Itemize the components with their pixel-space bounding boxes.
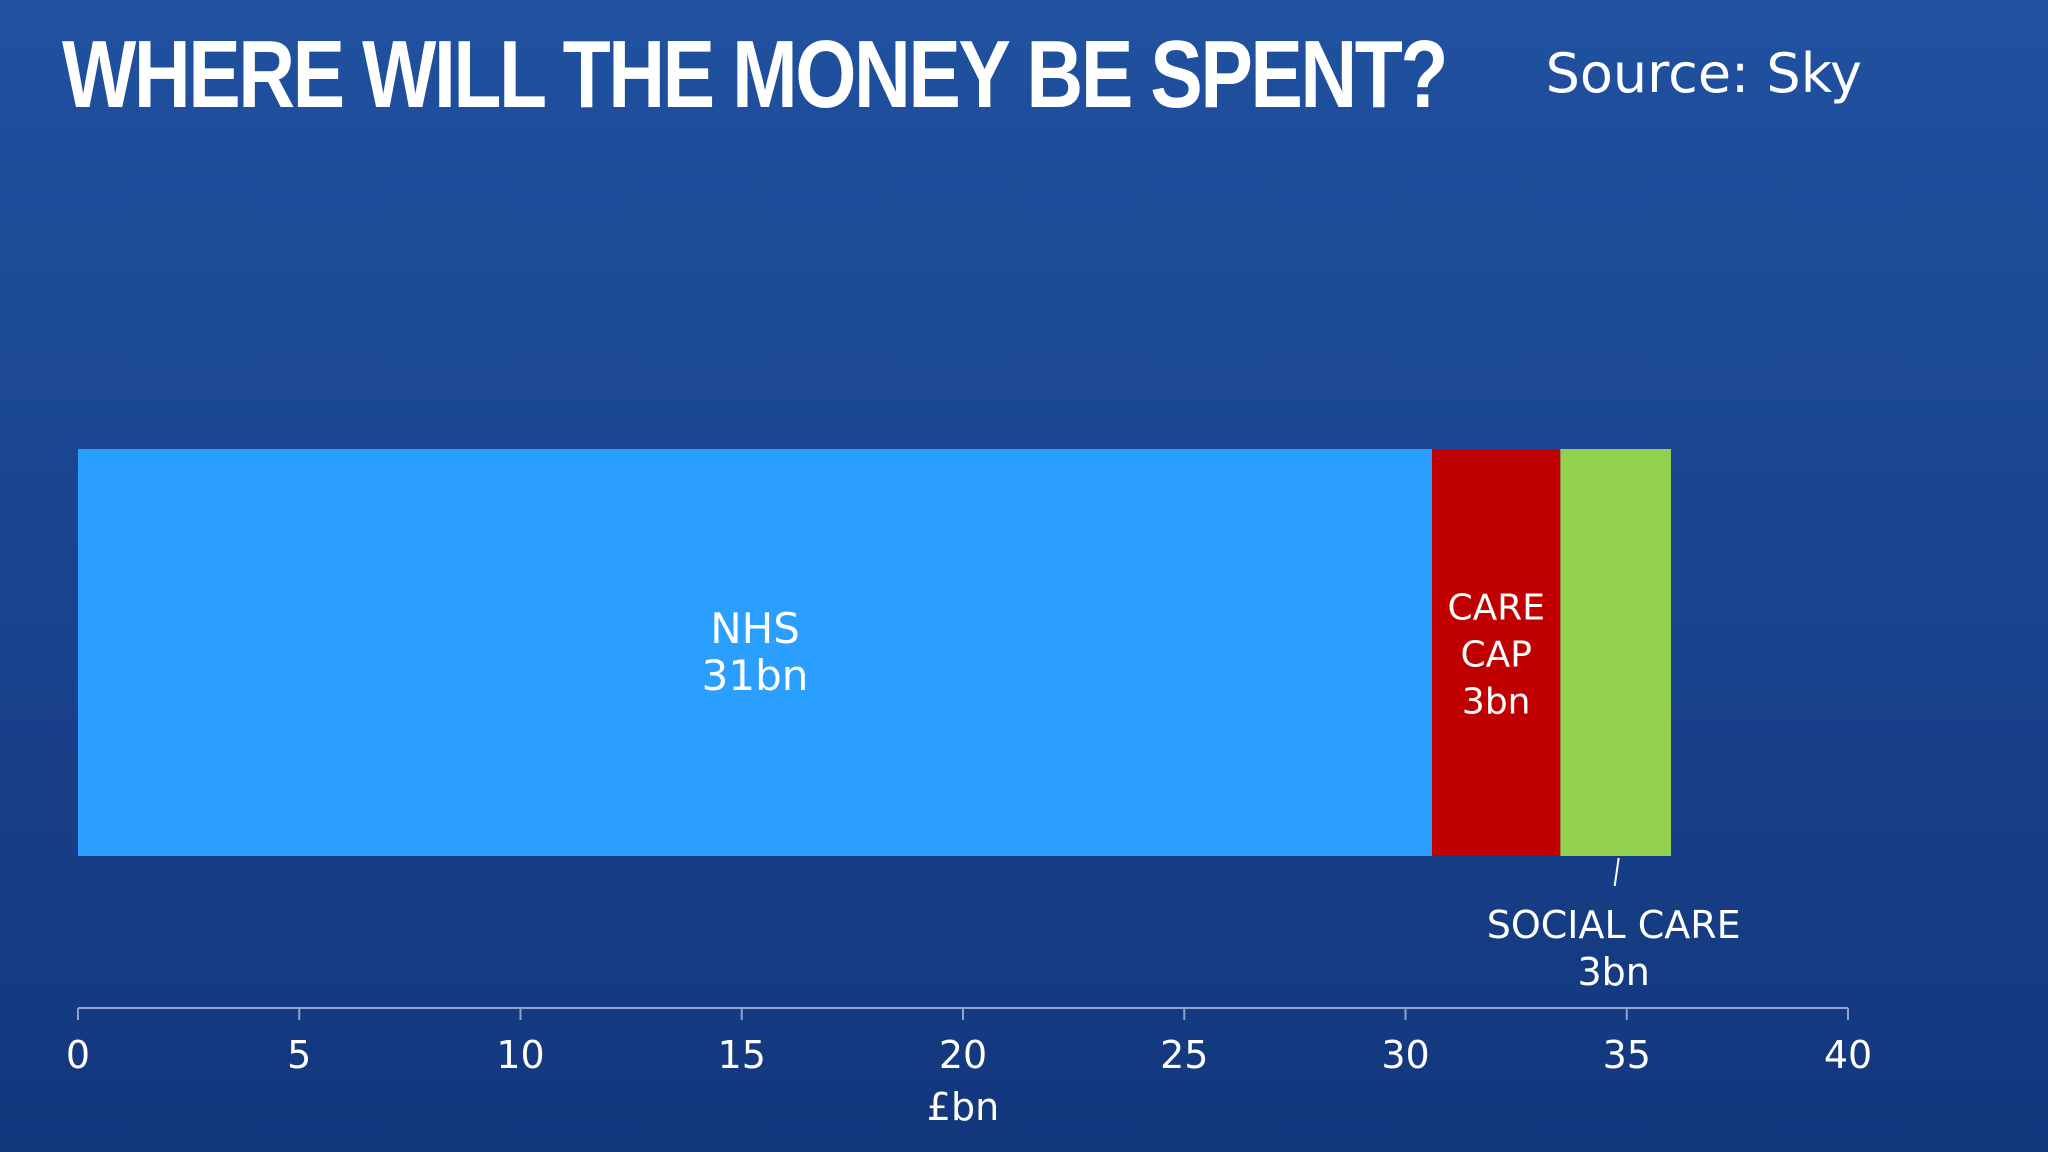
data-label-nhs-line-1: NHS [710,604,800,653]
data-label-social-care-line-1: SOCIAL CARE [1487,903,1741,947]
x-tick-label: 20 [939,1033,987,1077]
data-label-care-cap-line-3: 3bn [1462,682,1531,723]
x-tick-label: 15 [718,1033,766,1077]
x-tick-label: 10 [496,1033,544,1077]
x-tick-label: 30 [1381,1033,1429,1077]
data-label-nhs-line-2: 31bn [702,651,809,700]
x-axis: 0 5 10 15 20 25 30 35 40 [66,1007,1872,1077]
leader-line-social-care [1613,857,1620,887]
x-tick-label: 35 [1603,1033,1651,1077]
page-title: WHERE WILL THE MONEY BE SPENT? [62,21,1449,128]
x-axis-title: £bn [927,1085,999,1129]
x-tick-label: 25 [1160,1033,1208,1077]
data-label-social-care-line-2: 3bn [1577,950,1649,994]
bar-segment-care-cap [1432,449,1561,856]
bar-segment-social-care [1560,449,1671,856]
data-label-care-cap-line-2: CAP [1460,635,1531,676]
x-tick-label: 40 [1824,1033,1872,1077]
bar-segment-nhs [78,449,1433,856]
data-label-care-cap-line-1: CARE [1447,588,1545,629]
bars-layer [78,449,1671,856]
x-tick-label: 0 [66,1033,90,1077]
source-label: Source: Sky [1545,42,1862,105]
x-tick-label: 5 [287,1033,311,1077]
